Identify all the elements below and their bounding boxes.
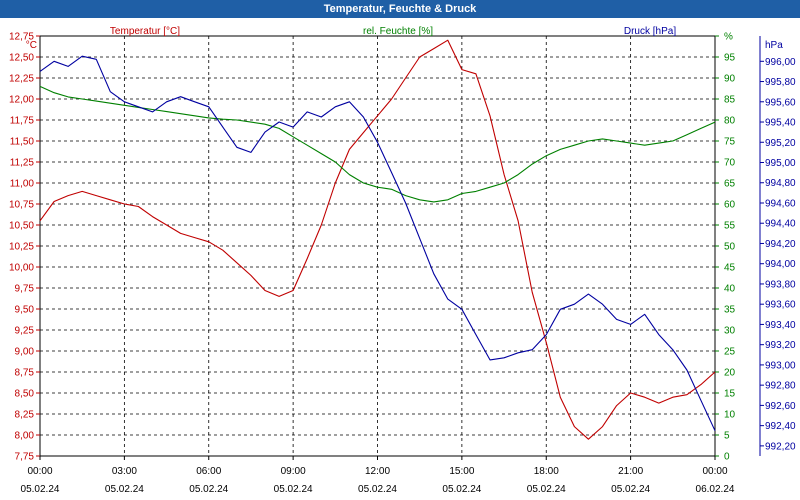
pressure-tick-label: 993,00 — [765, 360, 796, 371]
time-tick-label: 06:00 — [196, 466, 221, 477]
humidity-tick-label: 20 — [724, 368, 736, 379]
pressure-tick-label: 993,80 — [765, 279, 796, 290]
temperature-tick-label: 10,50 — [9, 221, 34, 232]
temperature-tick-label: 12,75 — [9, 32, 34, 43]
temperature-legend: Temperatur [°C] — [110, 26, 180, 37]
grid-lines — [40, 36, 715, 456]
humidity-tick-label: 75 — [724, 137, 736, 148]
humidity-tick-label: 65 — [724, 179, 736, 190]
pressure-axis: 996,00 995,80 995,60 995,40 995,20 995,00 994,… — [759, 36, 796, 456]
temperature-tick-label: 8,75 — [15, 368, 35, 379]
humidity-tick-label: 45 — [724, 263, 736, 274]
pressure-tick-label: 992,60 — [765, 401, 796, 412]
temperature-tick-label: 9,75 — [15, 284, 35, 295]
pressure-unit-label: hPa — [765, 40, 783, 51]
temperature-tick-label: 10,00 — [9, 263, 34, 274]
pressure-tick-label: 993,20 — [765, 340, 796, 351]
date-tick-label: 05.02.24 — [21, 484, 60, 495]
time-tick-label: 09:00 — [281, 466, 306, 477]
time-tick-label: 00:00 — [27, 466, 52, 477]
date-tick-label: 05.02.24 — [274, 484, 313, 495]
humidity-tick-label: 85 — [724, 95, 736, 106]
time-tick-label: 15:00 — [449, 466, 474, 477]
pressure-tick-label: 994,20 — [765, 239, 796, 250]
humidity-series-line — [39, 85, 716, 203]
pressure-tick-label: 994,60 — [765, 198, 796, 209]
pressure-series-line — [39, 55, 716, 431]
humidity-tick-label: 15 — [724, 389, 736, 400]
pressure-tick-label: 996,00 — [765, 57, 796, 68]
temperature-tick-label: 11,75 — [10, 116, 35, 127]
humidity-tick-label: 5 — [724, 431, 730, 442]
humidity-tick-label: 90 — [724, 74, 736, 85]
time-tick-label: 03:00 — [112, 466, 137, 477]
temperature-tick-label: 7,75 — [15, 452, 35, 463]
humidity-tick-label: 95 — [724, 53, 736, 64]
humidity-tick-label: 10 — [724, 410, 736, 421]
temperature-unit-label: °C — [26, 40, 37, 51]
humidity-legend: rel. Feuchte [%] — [363, 26, 433, 37]
time-axis: 00:00 05.02.24 03:00 05.02.24 06:00 05.02.24 0… — [21, 456, 735, 495]
temperature-tick-label: 8,00 — [15, 431, 35, 442]
temperature-tick-label: 12,50 — [9, 53, 34, 64]
pressure-tick-label: 994,00 — [765, 259, 796, 270]
temperature-tick-label: 11,50 — [10, 137, 35, 148]
humidity-tick-label: 60 — [724, 200, 736, 211]
temperature-tick-label: 8,25 — [15, 410, 35, 421]
temperature-axis: 12,75 12,50 12,25 12,00 11,75 11,50 11,25 11,00… — [9, 32, 40, 463]
humidity-tick-label: % — [724, 32, 733, 43]
temperature-tick-label: 10,25 — [9, 242, 34, 253]
pressure-tick-label: 992,20 — [765, 441, 796, 452]
humidity-tick-label: 40 — [724, 284, 736, 295]
temperature-tick-label: 9,00 — [15, 347, 35, 358]
temperature-tick-label: 12,00 — [9, 95, 34, 106]
time-tick-label: 00:00 — [702, 466, 727, 477]
date-tick-label: 05.02.24 — [189, 484, 228, 495]
humidity-tick-label: 25 — [724, 347, 736, 358]
temperature-tick-label: 9,25 — [15, 326, 35, 337]
temperature-tick-label: 11,00 — [10, 179, 35, 190]
pressure-tick-label: 995,00 — [765, 158, 796, 169]
temperature-series-line — [39, 39, 716, 440]
pressure-tick-label: 995,20 — [765, 138, 796, 149]
series-lines — [39, 39, 716, 440]
pressure-tick-label: 994,40 — [765, 219, 796, 230]
pressure-tick-label: 994,80 — [765, 178, 796, 189]
date-tick-label: 06.02.24 — [696, 484, 735, 495]
humidity-tick-label: 50 — [724, 242, 736, 253]
temperature-tick-label: 11,25 — [10, 158, 35, 169]
temperature-tick-label: 12,25 — [9, 74, 34, 85]
humidity-tick-label: 30 — [724, 326, 736, 337]
pressure-legend: Druck [hPa] — [624, 26, 676, 37]
date-tick-label: 05.02.24 — [527, 484, 566, 495]
date-tick-label: 05.02.24 — [358, 484, 397, 495]
date-tick-label: 05.02.24 — [442, 484, 481, 495]
time-tick-label: 12:00 — [365, 466, 390, 477]
date-tick-label: 05.02.24 — [611, 484, 650, 495]
pressure-tick-label: 993,40 — [765, 320, 796, 331]
time-tick-label: 18:00 — [534, 466, 559, 477]
chart-title: Temperatur, Feuchte & Druck — [323, 3, 477, 15]
pressure-tick-label: 992,80 — [765, 381, 796, 392]
chart-title-bar: Temperatur, Feuchte & Druck — [0, 0, 800, 18]
humidity-tick-label: 0 — [724, 452, 730, 463]
temperature-tick-label: 8,50 — [15, 389, 35, 400]
time-tick-label: 21:00 — [618, 466, 643, 477]
date-tick-label: 05.02.24 — [105, 484, 144, 495]
pressure-tick-label: 995,80 — [765, 77, 796, 88]
pressure-tick-label: 995,40 — [765, 118, 796, 129]
humidity-tick-label: 80 — [724, 116, 736, 127]
humidity-tick-label: 35 — [724, 305, 736, 316]
temperature-tick-label: 10,75 — [9, 200, 34, 211]
pressure-tick-label: 993,60 — [765, 300, 796, 311]
pressure-tick-label: 995,60 — [765, 97, 796, 108]
temperature-tick-label: 9,50 — [15, 305, 35, 316]
humidity-tick-label: 70 — [724, 158, 736, 169]
humidity-tick-label: 55 — [724, 221, 736, 232]
pressure-tick-label: 992,40 — [765, 421, 796, 432]
